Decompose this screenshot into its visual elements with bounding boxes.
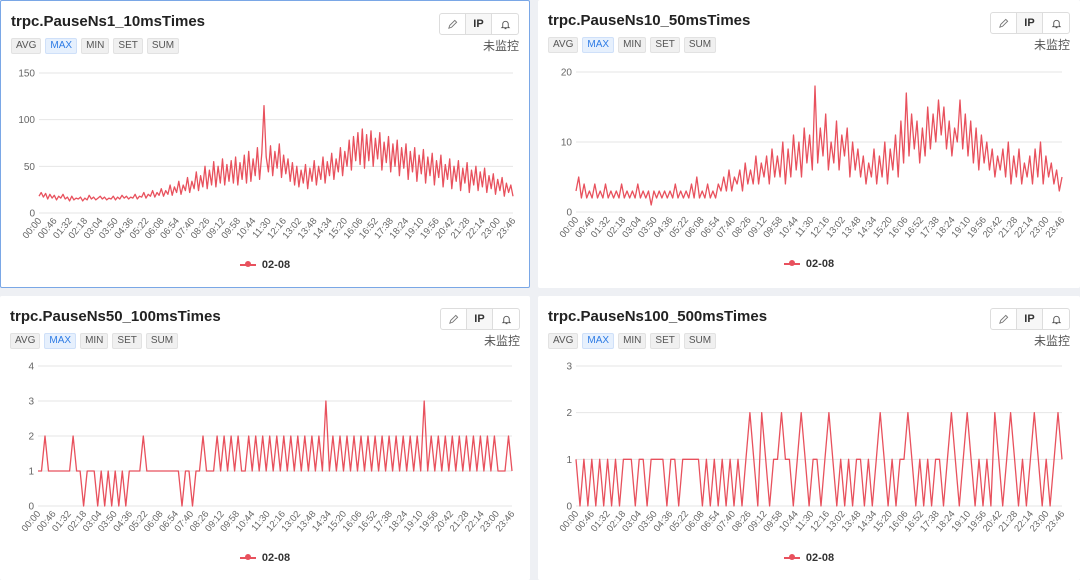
y-tick-label: 1 [566, 455, 572, 466]
series-line [575, 412, 1063, 507]
legend-swatch [783, 554, 800, 560]
line-chart: 05010015000:0000:4601:3202:1803:0403:500… [18, 69, 518, 242]
series-line [38, 105, 514, 202]
series-line [575, 85, 1063, 206]
y-tick-label: 2 [566, 408, 572, 419]
legend-label: 02-08 [805, 552, 835, 564]
ip-button[interactable]: IP [1017, 13, 1043, 33]
y-tick-label: 10 [561, 138, 573, 149]
edit-button[interactable] [991, 13, 1017, 33]
y-tick-label: 0 [29, 209, 35, 220]
legend-swatch [239, 554, 256, 560]
monitor-status: 未监控 [1033, 334, 1070, 348]
agg-button-max[interactable]: MAX [44, 333, 77, 349]
line-chart: 012300:0000:4601:3202:1803:0403:5004:360… [558, 362, 1068, 535]
y-tick-label: 0 [566, 208, 572, 219]
y-tick-label: 20 [561, 68, 573, 79]
edit-button[interactable] [991, 309, 1017, 329]
agg-button-sum[interactable]: SUM [683, 37, 717, 53]
chart-toolbar: IP [990, 308, 1070, 330]
legend-label: 02-08 [805, 258, 835, 270]
y-tick-label: 100 [18, 115, 35, 126]
chart-panel: trpc.PauseNs50_100msTimes AVG MAX MIN SET SUM… [0, 296, 530, 580]
aggregation-buttons: AVG MAX MIN SET SUM [10, 333, 179, 349]
y-tick-label: 150 [18, 69, 35, 80]
agg-button-min[interactable]: MIN [81, 38, 110, 54]
chart-toolbar: IP [990, 12, 1070, 34]
agg-button-max[interactable]: MAX [45, 38, 78, 54]
agg-button-set[interactable]: SET [113, 38, 143, 54]
chart-title: trpc.PauseNs50_100msTimes [10, 308, 221, 325]
chart-legend[interactable]: 02-08 [1, 259, 529, 271]
pencil-icon [448, 19, 458, 29]
agg-button-set[interactable]: SET [650, 333, 680, 349]
agg-button-set[interactable]: SET [112, 333, 142, 349]
y-tick-label: 4 [28, 362, 34, 373]
chart-panel: trpc.PauseNs10_50msTimes AVG MAX MIN SET SUM I… [538, 0, 1080, 288]
y-tick-label: 2 [28, 432, 34, 443]
aggregation-buttons: AVG MAX MIN SET SUM [11, 38, 180, 54]
bell-icon [1051, 315, 1061, 324]
agg-button-sum[interactable]: SUM [146, 38, 180, 54]
y-tick-label: 0 [566, 502, 572, 513]
alert-button[interactable] [1043, 309, 1069, 329]
agg-button-avg[interactable]: AVG [548, 37, 579, 53]
chart-title: trpc.PauseNs1_10msTimes [11, 13, 206, 30]
agg-button-min[interactable]: MIN [618, 333, 647, 349]
series-line [38, 400, 513, 507]
chart-legend[interactable]: 02-08 [538, 258, 1080, 270]
bell-icon [1051, 19, 1061, 28]
chart-legend[interactable]: 02-08 [538, 552, 1080, 564]
chart-title: trpc.PauseNs100_500msTimes [548, 308, 768, 325]
monitor-status: 未监控 [482, 39, 519, 53]
edit-button[interactable] [441, 309, 467, 329]
chart-toolbar: IP [439, 13, 519, 35]
legend-swatch [239, 261, 256, 267]
chart-panel: trpc.PauseNs100_500msTimes AVG MAX MIN SET SU… [538, 296, 1080, 580]
agg-button-avg[interactable]: AVG [11, 38, 42, 54]
monitor-status: 未监控 [1033, 38, 1070, 52]
aggregation-buttons: AVG MAX MIN SET SUM [548, 37, 717, 53]
y-tick-label: 1 [28, 467, 34, 478]
edit-button[interactable] [440, 14, 466, 34]
aggregation-buttons: AVG MAX MIN SET SUM [548, 333, 717, 349]
bell-icon [501, 315, 511, 324]
chart-title: trpc.PauseNs10_50msTimes [548, 12, 751, 29]
agg-button-avg[interactable]: AVG [548, 333, 579, 349]
line-chart: 0123400:0000:4601:3202:1803:0403:5004:36… [20, 362, 518, 535]
y-tick-label: 3 [28, 397, 34, 408]
pencil-icon [999, 18, 1009, 28]
agg-button-sum[interactable]: SUM [683, 333, 717, 349]
legend-label: 02-08 [261, 259, 291, 271]
agg-button-set[interactable]: SET [650, 37, 680, 53]
agg-button-min[interactable]: MIN [80, 333, 109, 349]
pencil-icon [999, 314, 1009, 324]
legend-swatch [783, 260, 800, 266]
ip-button[interactable]: IP [466, 14, 492, 34]
chart-toolbar: IP [440, 308, 520, 330]
ip-button[interactable]: IP [467, 309, 493, 329]
chart-legend[interactable]: 02-08 [0, 552, 530, 564]
ip-button[interactable]: IP [1017, 309, 1043, 329]
chart-panel: trpc.PauseNs1_10msTimes AVG MAX MIN SET SUM IP… [0, 0, 530, 288]
monitor-status: 未监控 [483, 334, 520, 348]
line-chart: 0102000:0000:4601:3202:1803:0403:5004:36… [558, 68, 1068, 241]
y-tick-label: 0 [28, 502, 34, 513]
legend-label: 02-08 [261, 552, 291, 564]
pencil-icon [449, 314, 459, 324]
y-tick-label: 3 [566, 362, 572, 373]
agg-button-min[interactable]: MIN [618, 37, 647, 53]
agg-button-max[interactable]: MAX [582, 333, 615, 349]
alert-button[interactable] [1043, 13, 1069, 33]
y-tick-label: 50 [24, 162, 36, 173]
alert-button[interactable] [492, 14, 518, 34]
bell-icon [500, 20, 510, 29]
agg-button-avg[interactable]: AVG [10, 333, 41, 349]
agg-button-max[interactable]: MAX [582, 37, 615, 53]
alert-button[interactable] [493, 309, 519, 329]
agg-button-sum[interactable]: SUM [145, 333, 179, 349]
